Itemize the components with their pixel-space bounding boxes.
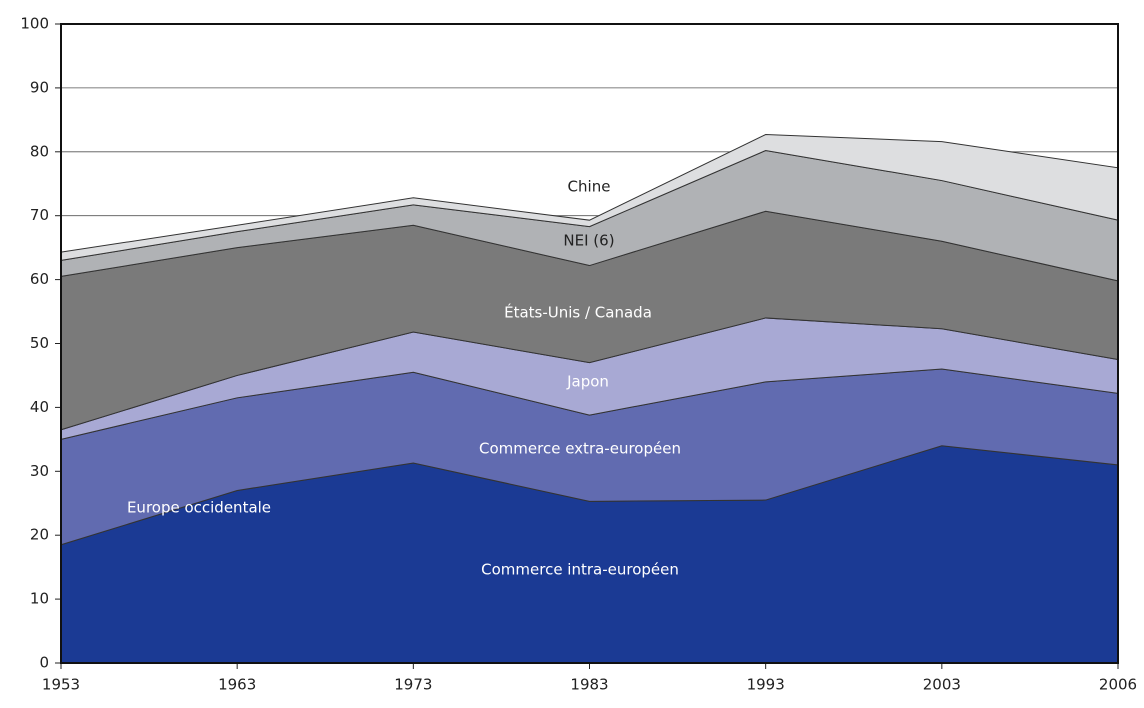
x-tick-label: 1953: [42, 676, 80, 694]
x-tick-label: 2003: [923, 676, 961, 694]
y-tick-label: 10: [30, 590, 49, 608]
series-label: Chine: [568, 178, 611, 196]
annotation: Europe occidentale: [127, 499, 271, 517]
x-tick-label: 1993: [747, 676, 785, 694]
series-label: États-Unis / Canada: [504, 303, 652, 322]
y-tick-label: 30: [30, 462, 49, 480]
series-label: Japon: [566, 373, 609, 391]
y-tick-label: 80: [30, 142, 49, 160]
y-tick-label: 70: [30, 206, 49, 224]
series-label: Commerce extra-européen: [479, 440, 681, 458]
y-tick-label: 20: [30, 526, 49, 544]
x-tick-label: 1983: [570, 676, 608, 694]
y-tick-label: 40: [30, 398, 49, 416]
x-tick-label: 1973: [394, 676, 432, 694]
y-tick-label: 0: [39, 654, 49, 672]
plot-frame: [60, 23, 1119, 664]
y-tick-label: 90: [30, 78, 49, 96]
y-tick-label: 60: [30, 270, 49, 288]
y-tick-label: 100: [20, 15, 49, 33]
x-tick-label: 2006: [1099, 676, 1137, 694]
series-label: NEI (6): [563, 232, 614, 250]
series-label: Commerce intra-européen: [481, 561, 679, 579]
x-tick-label: 1963: [218, 676, 256, 694]
y-tick-label: 50: [30, 334, 49, 352]
